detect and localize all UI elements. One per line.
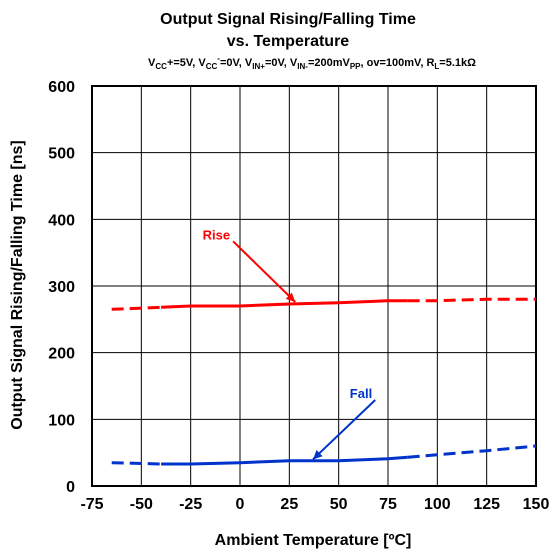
fall-annotation-label: Fall (350, 386, 372, 401)
grid (91, 85, 537, 487)
cond-part: V (148, 57, 156, 69)
x-tick-label: 25 (280, 496, 298, 513)
cond-sub: CC (206, 62, 218, 71)
x-tick-label: 100 (424, 496, 451, 513)
plot-frame (91, 85, 537, 487)
cond-sub: PP (350, 62, 361, 71)
rise-annotation-arrow (232, 240, 296, 303)
x-tick-label: -25 (179, 496, 202, 513)
y-tick-label: 100 (48, 412, 75, 429)
cond-part: =200mV (308, 57, 351, 69)
series-layer (111, 297, 537, 466)
fall-series-solid (161, 455, 408, 466)
rise-series-dashed-low (111, 305, 162, 311)
y-tick-label: 0 (66, 479, 75, 496)
cond-sub: L (434, 62, 439, 71)
x-tick-label: 50 (330, 496, 348, 513)
rise-annotation-arrowhead (285, 292, 296, 302)
rise-annotation-label: Rise (203, 227, 230, 242)
x-axis-label: Ambient Temperature [ºC] (215, 532, 412, 549)
fall-annotation-arrowhead (313, 449, 323, 460)
y-tick-label: 200 (48, 346, 75, 363)
cond-part: =0V, V (265, 57, 298, 69)
y-tick-label: 300 (48, 279, 75, 296)
cond-sub: IN+ (252, 62, 265, 71)
x-tick-label: 125 (473, 496, 500, 513)
chart-title-line2: vs. Temperature (227, 33, 350, 50)
fall-series-dashed-high (407, 444, 537, 459)
fall-series-dashed-low (111, 461, 162, 466)
cond-sub: IN- (297, 62, 308, 71)
x-tick-label: -75 (80, 496, 103, 513)
cond-part: =0V, V (220, 57, 253, 69)
cond-part: +=5V, V (167, 57, 206, 69)
annotations: Rise Fall (203, 227, 376, 461)
x-tick-label: 0 (236, 496, 245, 513)
fall-annotation-arrow (312, 399, 376, 461)
cond-part: =5.1kΩ (439, 57, 476, 69)
rise-series-dashed-high (407, 297, 536, 303)
x-tick-label: -50 (130, 496, 153, 513)
tick-labels: -75 -50 -25 0 25 50 75 100 125 150 0 100 200 300 400 50… (48, 79, 549, 513)
y-axis-label: Output Signal Rising/Falling Time [ns] (9, 140, 26, 429)
x-tick-label: 75 (379, 496, 397, 513)
cond-part: , ov=100mV, R (361, 57, 435, 69)
rise-series-solid (161, 299, 408, 309)
chart-title-line1: Output Signal Rising/Falling Time (160, 11, 416, 28)
cond-sub: CC (155, 62, 167, 71)
cond-sup: - (217, 54, 220, 63)
y-tick-label: 600 (48, 79, 75, 96)
test-conditions: VCC+=5V, VCC-=0V, VIN+=0V, VIN-=200mVPP,… (148, 54, 476, 71)
y-tick-label: 400 (48, 212, 75, 229)
x-tick-label: 150 (523, 496, 550, 513)
y-tick-label: 500 (48, 146, 75, 163)
